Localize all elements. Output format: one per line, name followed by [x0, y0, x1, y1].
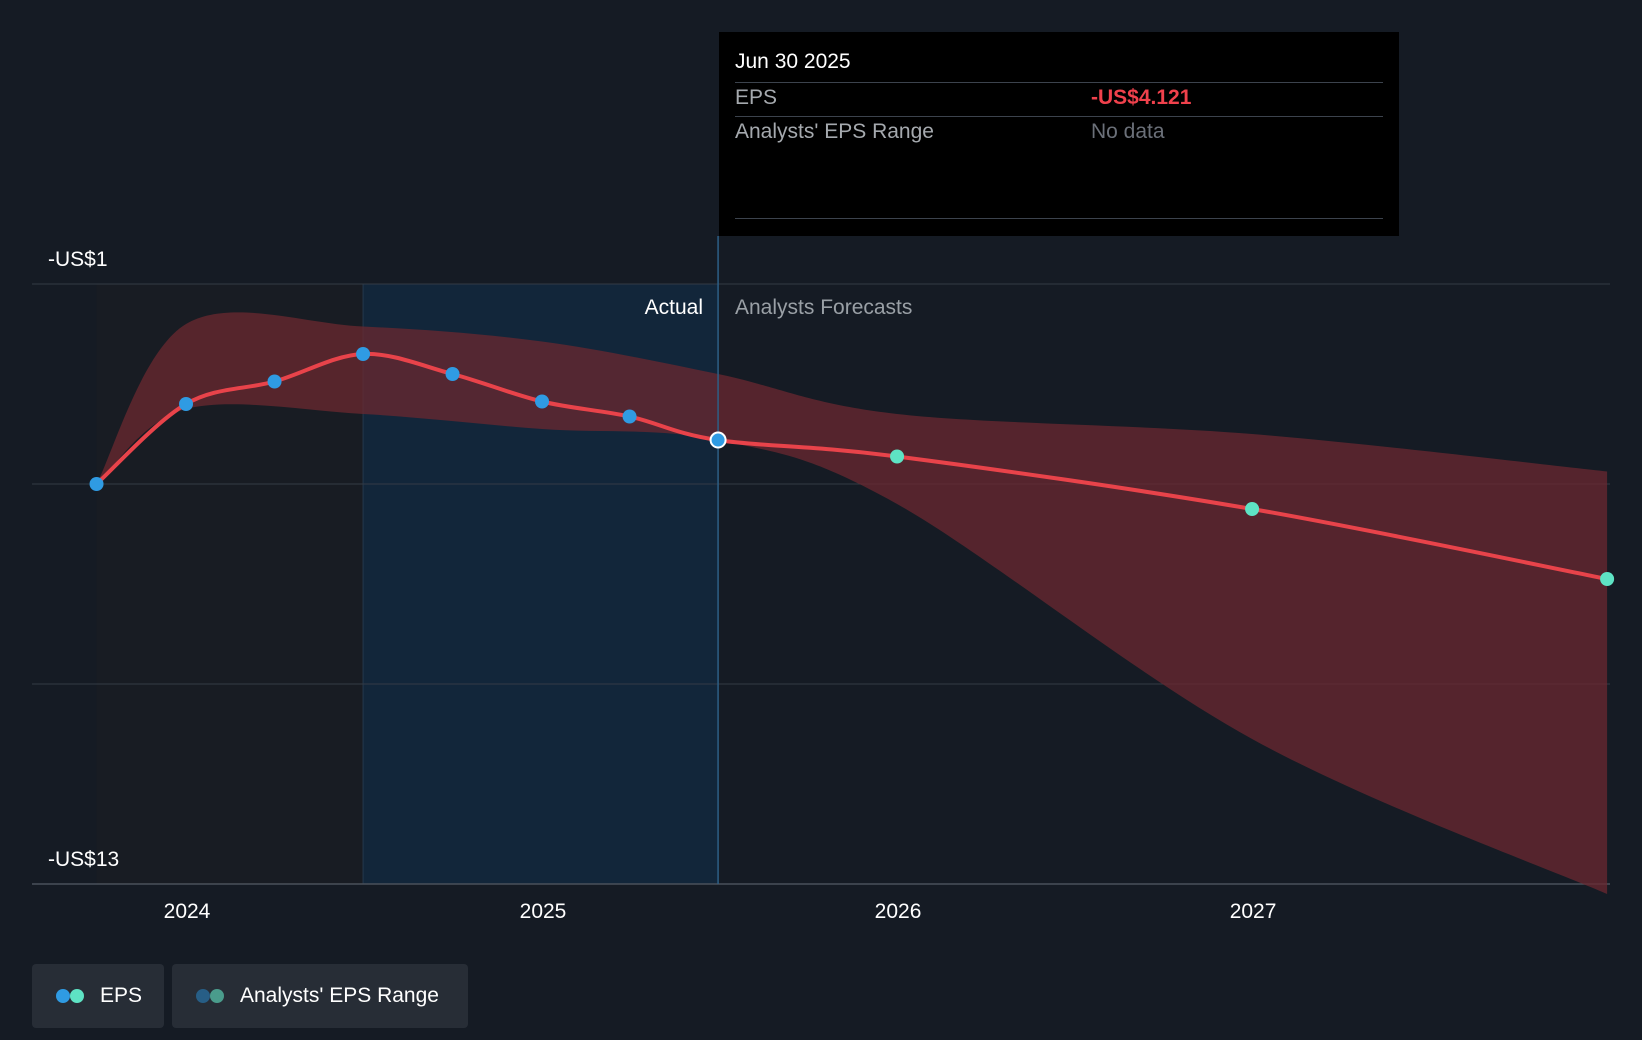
tooltip-date: Jun 30 2025: [735, 50, 851, 73]
x-tick-label: 2025: [520, 900, 567, 923]
legend-eps-label: EPS: [100, 984, 143, 1007]
tooltip-eps-label: EPS: [735, 86, 778, 109]
legend-range-label: Analysts' EPS Range: [240, 984, 439, 1007]
eps-point-forecast: [1245, 502, 1260, 516]
actual-region-label: Actual: [644, 296, 703, 319]
tooltip-eps-value: -US$4.121: [1091, 86, 1192, 109]
tooltip-divider: [735, 218, 1383, 219]
x-tick-label: 2026: [875, 900, 922, 923]
eps-point-forecast: [1600, 572, 1615, 586]
y-axis-bottom-label: -US$13: [48, 848, 120, 871]
eps-range-area: [96, 312, 1608, 895]
eps-point-actual: [267, 374, 282, 389]
legend-eps[interactable]: EPS: [32, 964, 164, 1028]
y-axis-top-label: -US$1: [48, 248, 108, 271]
eps-point-actual: [179, 397, 194, 411]
eps-point-actual: [535, 394, 550, 409]
tooltip: Jun 30 2025 EPS -US$4.121 Analysts' EPS …: [719, 32, 1399, 236]
tooltip-range-label: Analysts' EPS Range: [735, 120, 934, 143]
eps-point-current: [709, 431, 727, 449]
x-tick-label: 2027: [1230, 900, 1277, 923]
legend-range[interactable]: Analysts' EPS Range: [172, 964, 468, 1028]
eps-point-forecast: [890, 449, 905, 464]
tooltip-divider: [735, 82, 1383, 83]
eps-point-actual: [445, 367, 460, 381]
eps-point-actual: [356, 347, 371, 361]
eps-point-actual: [622, 409, 637, 424]
tooltip-range-value: No data: [1091, 120, 1165, 143]
x-tick-label: 2024: [164, 900, 211, 923]
eps-legend-icon: [56, 988, 88, 1004]
range-legend-icon: [196, 988, 228, 1004]
forecast-region-label: Analysts Forecasts: [735, 296, 913, 319]
eps-point-actual: [89, 477, 104, 491]
tooltip-divider: [735, 116, 1383, 117]
